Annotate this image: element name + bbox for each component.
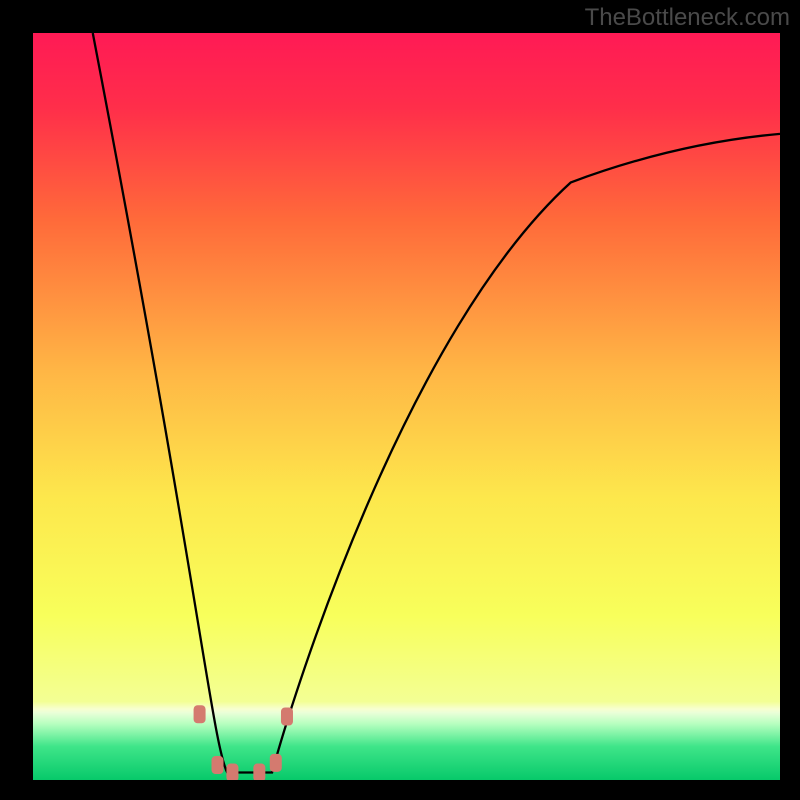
bottleneck-chart <box>33 33 780 780</box>
gradient-background <box>33 33 780 780</box>
marker-point <box>194 706 205 723</box>
watermark-text: TheBottleneck.com <box>585 4 790 32</box>
marker-point <box>270 754 281 771</box>
marker-point <box>227 764 238 780</box>
marker-point <box>212 757 223 774</box>
chart-frame: TheBottleneck.com <box>0 0 800 800</box>
marker-point <box>254 764 265 780</box>
marker-point <box>281 708 292 725</box>
